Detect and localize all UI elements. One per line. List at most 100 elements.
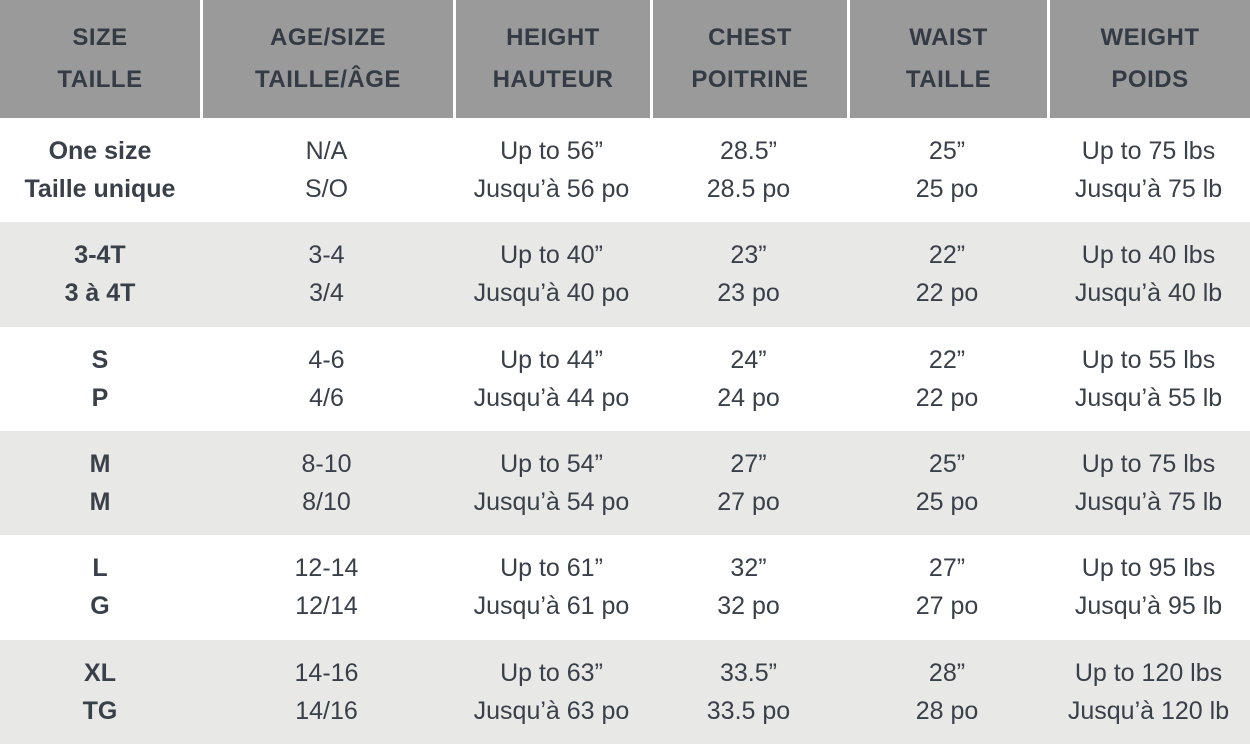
table-cell: 3-4T 3 à 4T [0,222,200,326]
cell-value-fr: 33.5 po [706,696,791,725]
table-cell: 33.5” 33.5 po [650,640,847,744]
cell-value-fr: Jusqu’à 75 lb [1074,175,1223,204]
cell-value-en: 14-16 [294,658,359,687]
cell-value-fr: Jusqu’à 40 po [473,279,630,308]
table-body: One size Taille unique N/A S/O Up to 56” Jusq… [0,118,1250,744]
table-cell: 32” 32 po [650,535,847,639]
column-header-fr: TAILLE [905,66,992,93]
table-cell: Up to 55 lbs Jusqu’à 55 lb [1047,327,1250,431]
cell-value-en: 24” [730,345,767,374]
column-header-fr: TAILLE/ÂGE [255,66,401,93]
table-cell: One size Taille unique [0,118,200,222]
table-cell: 8-10 8/10 [200,431,453,535]
cell-value-en: 22” [928,241,966,270]
column-header-fr: POITRINE [691,66,809,93]
cell-value-fr: Jusqu’à 61 po [473,592,630,621]
cell-value-en: 4-6 [308,345,345,374]
cell-value-en: 28” [928,658,966,687]
cell-value-en: Up to 44” [500,345,603,374]
table-cell: 4-6 4/6 [200,327,453,431]
table-cell: 28.5” 28.5 po [650,118,847,222]
cell-value-en: One size [48,137,152,166]
column-header-2: HEIGHT HAUTEUR [453,0,650,118]
cell-value-en: 23” [730,241,767,270]
cell-value-fr: Jusqu’à 55 lb [1074,383,1223,412]
table-row: One size Taille unique N/A S/O Up to 56” Jusq… [0,118,1250,222]
table-cell: 14-16 14/16 [200,640,453,744]
table-cell: Up to 95 lbs Jusqu’à 95 lb [1047,535,1250,639]
table-row: 3-4T 3 à 4T 3-4 3/4 Up to 40” Jusqu’à 40 po 23… [0,222,1250,327]
column-header-fr: HAUTEUR [492,66,614,93]
table-header-row: SIZE TAILLE AGE/SIZE TAILLE/ÂGE HEIGHT HAUTEU… [0,0,1250,118]
table-cell: Up to 75 lbs Jusqu’à 75 lb [1047,431,1250,535]
cell-value-en: M [89,450,111,479]
column-header-4: WAIST TAILLE [847,0,1047,118]
cell-value-en: Up to 75 lbs [1081,137,1216,166]
table-cell: 25” 25 po [847,118,1047,222]
cell-value-fr: 27 po [915,592,979,621]
table-cell: Up to 40” Jusqu’à 40 po [453,222,650,326]
cell-value-fr: 25 po [915,488,979,517]
cell-value-fr: 3/4 [309,279,344,308]
cell-value-fr: S/O [304,175,349,204]
column-header-en: CHEST [708,24,792,51]
table-cell: 27” 27 po [847,535,1047,639]
column-header-fr: POIDS [1111,66,1189,93]
cell-value-fr: P [91,383,109,412]
column-header-en: SIZE [72,24,128,51]
column-header-fr: TAILLE [57,66,143,93]
cell-value-fr: Jusqu’à 95 lb [1074,592,1223,621]
cell-value-en: L [92,554,108,583]
table-cell: Up to 61” Jusqu’à 61 po [453,535,650,639]
table-cell: 28” 28 po [847,640,1047,744]
table-cell: Up to 54” Jusqu’à 54 po [453,431,650,535]
table-cell: Up to 63” Jusqu’à 63 po [453,640,650,744]
cell-value-fr: 23 po [717,279,780,308]
cell-value-fr: Jusqu’à 63 po [473,696,630,725]
cell-value-en: Up to 40” [500,241,603,270]
cell-value-en: XL [84,658,116,687]
table-cell: 25” 25 po [847,431,1047,535]
cell-value-fr: 32 po [717,592,780,621]
column-header-en: HEIGHT [506,24,600,51]
cell-value-fr: 14/16 [295,696,358,725]
cell-value-fr: 28 po [915,696,979,725]
cell-value-en: Up to 120 lbs [1074,658,1223,687]
table-cell: N/A S/O [200,118,453,222]
table-cell: 23” 23 po [650,222,847,326]
table-cell: XL TG [0,640,200,744]
cell-value-en: Up to 55 lbs [1081,345,1216,374]
cell-value-en: 27” [928,554,966,583]
cell-value-fr: Jusqu’à 56 po [473,175,630,204]
cell-value-fr: 8/10 [302,488,351,517]
table-cell: 24” 24 po [650,327,847,431]
cell-value-en: N/A [305,137,348,166]
table-cell: 12-14 12/14 [200,535,453,639]
cell-value-fr: 22 po [915,279,979,308]
cell-value-fr: 27 po [717,488,780,517]
cell-value-fr: 4/6 [309,383,344,412]
cell-value-fr: 22 po [915,383,979,412]
cell-value-fr: 24 po [717,383,780,412]
cell-value-en: Up to 56” [500,137,603,166]
cell-value-en: Up to 61” [500,554,603,583]
cell-value-en: 25” [928,137,966,166]
table-cell: Up to 120 lbs Jusqu’à 120 lb [1047,640,1250,744]
column-header-1: AGE/SIZE TAILLE/ÂGE [200,0,453,118]
cell-value-en: 3-4T [74,241,126,270]
column-header-en: AGE/SIZE [269,24,387,51]
cell-value-fr: 28.5 po [706,175,791,204]
table-cell: 27” 27 po [650,431,847,535]
cell-value-fr: TG [82,696,118,725]
cell-value-en: S [91,345,109,374]
column-header-en: WAIST [909,24,988,51]
cell-value-en: 3-4 [308,241,345,270]
cell-value-fr: Jusqu’à 120 lb [1067,696,1230,725]
column-header-0: SIZE TAILLE [0,0,200,118]
cell-value-fr: M [89,488,111,517]
table-row: XL TG 14-16 14/16 Up to 63” Jusqu’à 63 po 33.5… [0,639,1250,744]
table-row: L G 12-14 12/14 Up to 61” Jusqu’à 61 po 32” 32 … [0,535,1250,639]
